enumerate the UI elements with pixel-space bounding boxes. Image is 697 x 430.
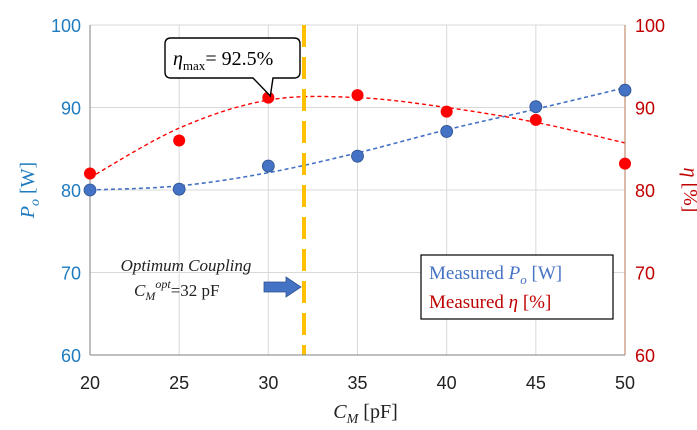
legend-eta-var: η xyxy=(509,292,518,313)
data-points xyxy=(83,83,632,197)
x-axis-unit: [pF] xyxy=(358,401,397,423)
x-tick-label: 35 xyxy=(347,373,367,393)
y-right-var: η xyxy=(679,168,697,178)
legend-po-sub: o xyxy=(520,272,527,287)
po-point xyxy=(172,182,186,196)
y-left-tick-label: 90 xyxy=(61,99,81,119)
y-right-tick-label: 90 xyxy=(635,99,655,119)
y-right-axis-title: η [%] xyxy=(679,168,697,213)
optimum-label-line2: CMopt=32 pF xyxy=(134,277,219,303)
x-tick-label: 20 xyxy=(80,373,100,393)
y-right-tick-label: 100 xyxy=(635,16,665,36)
x-tick-label: 25 xyxy=(169,373,189,393)
eta-point xyxy=(440,105,453,118)
callout-sub: max xyxy=(183,58,206,73)
eta-point xyxy=(351,89,364,102)
y-right-unit: [%] xyxy=(679,177,697,212)
eta-point xyxy=(84,167,96,180)
y-left-tick-label: 80 xyxy=(61,181,81,201)
legend-po-var: P xyxy=(508,263,521,284)
annotations: ηmax= 92.5% Optimum Coupling CMopt=32 pF xyxy=(121,37,302,303)
eta-point xyxy=(619,157,631,170)
x-axis-sub: M xyxy=(346,412,360,427)
legend-item-po: Measured Po [W] xyxy=(429,263,562,287)
axis-titles: CM [pF]Po [W]η [%] xyxy=(17,162,697,427)
x-axis-title: CM [pF] xyxy=(333,401,397,427)
legend-box xyxy=(420,254,614,320)
callout-box xyxy=(164,37,301,98)
y-right-tick-label: 80 xyxy=(635,181,655,201)
x-tick-label: 30 xyxy=(258,373,278,393)
po-point xyxy=(618,83,632,97)
po-point xyxy=(351,149,364,163)
legend: Measured Po [W]Measured η [%] xyxy=(420,254,614,320)
optimum-var: C xyxy=(134,281,146,300)
optimum-sub: M xyxy=(144,289,156,303)
y-left-tick-label: 60 xyxy=(61,346,81,366)
optimum-value: =32 pF xyxy=(171,281,220,300)
x-tick-label: 50 xyxy=(615,373,635,393)
y-left-axis-title: Po [W] xyxy=(17,162,43,219)
y-left-sub: o xyxy=(28,199,43,206)
callout-value: = 92.5% xyxy=(205,48,273,70)
optimum-label-line1: Optimum Coupling xyxy=(121,256,252,275)
y-left-tick-label: 70 xyxy=(61,264,81,284)
y-left-var: P xyxy=(17,206,39,219)
y-right-tick-label: 70 xyxy=(635,264,655,284)
callout-text: ηmax= 92.5% xyxy=(173,48,273,73)
optimum-arrow xyxy=(263,276,302,298)
legend-eta-unit: [%] xyxy=(518,292,551,313)
y-right-tick-label: 60 xyxy=(635,346,655,366)
po-point xyxy=(440,125,454,138)
legend-eta-prefix: Measured xyxy=(429,292,509,313)
y-left-tick-label: 100 xyxy=(51,16,81,36)
x-axis-var: C xyxy=(333,401,347,423)
legend-po-unit: [W] xyxy=(527,263,562,284)
eta-point xyxy=(173,134,186,147)
po-point xyxy=(83,183,97,197)
optimum-sup: opt xyxy=(155,277,171,291)
legend-item-eta: Measured η [%] xyxy=(429,292,551,313)
callout-var: η xyxy=(173,48,183,70)
x-tick-label: 45 xyxy=(526,373,546,393)
x-tick-label: 40 xyxy=(437,373,457,393)
po-point xyxy=(529,100,543,114)
eta-point xyxy=(262,91,275,104)
eta-point xyxy=(529,113,542,126)
legend-po-prefix: Measured xyxy=(429,263,509,284)
po-point xyxy=(261,159,275,173)
y-left-unit: [W] xyxy=(17,162,39,199)
